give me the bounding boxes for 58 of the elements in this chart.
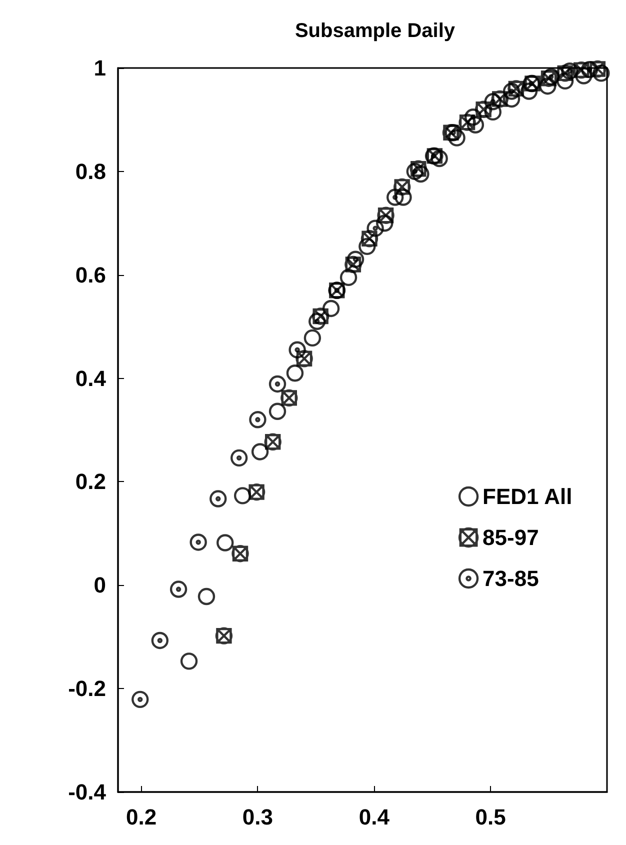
- point: [296, 350, 313, 368]
- point: [268, 402, 286, 420]
- point: [210, 490, 227, 508]
- point: [484, 93, 502, 110]
- point: [556, 64, 574, 82]
- x-tick-label: 0.4: [358, 804, 390, 830]
- y-tick-label: 0.6: [75, 262, 106, 288]
- y-tick-label: -0.2: [68, 676, 106, 702]
- point: [346, 250, 364, 268]
- x-tick-label: 0.3: [242, 804, 274, 830]
- point: [288, 341, 306, 358]
- y-tick-label: 1: [94, 56, 106, 80]
- point: [280, 389, 298, 407]
- y-tick-label: 0.4: [75, 366, 107, 391]
- point: [366, 220, 384, 237]
- y-tick-label: 0.8: [75, 158, 106, 184]
- point: [248, 483, 266, 501]
- y-tick-label: -0.4: [68, 780, 107, 804]
- point: [344, 256, 362, 274]
- y-tick-label: 0.2: [75, 469, 106, 494]
- point: [458, 114, 476, 131]
- point: [132, 690, 149, 708]
- point: [475, 100, 492, 118]
- x-tick-label: 0.2: [126, 804, 157, 830]
- legend-label: 73-85: [482, 566, 539, 591]
- point: [589, 60, 606, 78]
- point: [286, 364, 304, 382]
- point: [268, 375, 286, 393]
- legend-label: 85-97: [482, 525, 539, 550]
- point: [377, 206, 394, 224]
- point: [491, 90, 508, 108]
- point: [394, 178, 411, 196]
- point: [464, 108, 482, 126]
- point: [508, 80, 525, 98]
- point: [561, 62, 578, 80]
- point: [312, 308, 330, 325]
- point: [170, 580, 188, 598]
- point: [502, 82, 520, 100]
- point: [308, 312, 326, 330]
- point: [360, 230, 378, 248]
- x-tick-label: 0.5: [475, 804, 506, 830]
- point: [249, 411, 266, 428]
- point: [232, 544, 249, 562]
- point: [251, 443, 269, 460]
- point: [386, 188, 404, 206]
- y-tick-label: 0: [94, 572, 106, 598]
- legend-label: FED1 All: [482, 484, 572, 509]
- point: [406, 162, 424, 180]
- point: [190, 534, 207, 551]
- point: [572, 61, 590, 79]
- point: [230, 449, 248, 467]
- point: [198, 588, 216, 606]
- point: [215, 627, 233, 644]
- point: [151, 632, 168, 650]
- point: [410, 160, 427, 178]
- point: [264, 433, 282, 450]
- chart-title: Subsample Daily: [294, 20, 456, 42]
- point: [216, 534, 234, 552]
